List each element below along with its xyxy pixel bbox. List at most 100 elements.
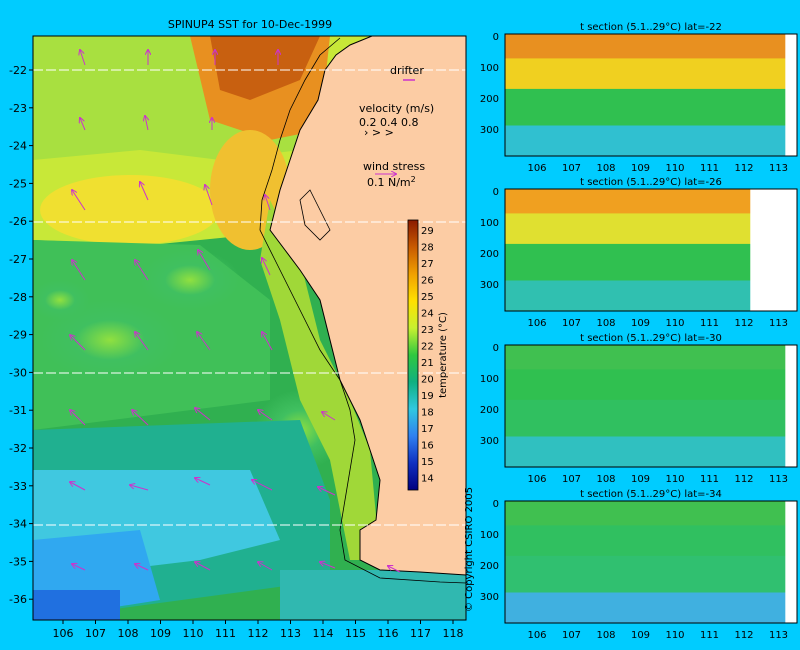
section-x-tick: 108 xyxy=(596,474,615,485)
drifter-label: drifter xyxy=(390,64,424,77)
section-x-tick: 111 xyxy=(700,630,719,641)
section-title: t section (5.1..29°C) lat=-22 xyxy=(580,22,722,33)
map-y-ticks: -22 -23 -24 -25 -26 -27 -28 -29 -30 -31 -32 -33 -34 -… xyxy=(9,64,33,606)
temperature-sections: t section (5.1..29°C) lat=-22 0 100 200 300 1… xyxy=(480,22,798,641)
wind-arrow xyxy=(135,260,149,281)
section-y-tick: 0 xyxy=(493,187,499,198)
wind-arrow xyxy=(318,487,336,496)
velocity-values: 0.2 0.4 0.8 xyxy=(359,116,418,129)
wind-arrow xyxy=(195,408,211,421)
wind-arrow xyxy=(70,335,86,351)
section-x-tick: 113 xyxy=(769,163,788,174)
map-y-tick: -34 xyxy=(9,518,27,531)
map-y-tick: -33 xyxy=(9,480,27,493)
colorbar-tick: 18 xyxy=(421,408,434,419)
colorbar-label: temperature (°C) xyxy=(438,312,449,398)
section-title: t section (5.1..29°C) lat=-26 xyxy=(580,177,722,188)
section-y-tick: 200 xyxy=(480,249,499,260)
section-x-tick: 109 xyxy=(631,163,650,174)
map-x-tick: 106 xyxy=(53,627,74,640)
map-x-tick: 115 xyxy=(345,627,366,640)
map-y-tick: -36 xyxy=(9,593,27,606)
map-x-tick: 111 xyxy=(215,627,236,640)
map-x-tick: 109 xyxy=(150,627,171,640)
map-y-tick: -30 xyxy=(9,366,27,379)
section-x-tick: 106 xyxy=(527,163,546,174)
section-title: t section (5.1..29°C) lat=-34 xyxy=(580,489,722,500)
map-y-tick: -23 xyxy=(9,102,27,115)
section-y-tick: 100 xyxy=(480,218,499,229)
colorbar: 29 28 27 26 25 24 23 22 21 20 19 18 17 16 15 14 tempera… xyxy=(407,219,449,491)
map-x-tick: 116 xyxy=(378,627,399,640)
colorbar-tick: 27 xyxy=(421,259,434,270)
section-x-tick: 106 xyxy=(527,474,546,485)
wind-value: 0.1 N/m2 xyxy=(367,175,416,189)
section-panel: t section (5.1..29°C) lat=-30 0 100 200 300 1… xyxy=(480,333,798,485)
wind-arrow xyxy=(195,478,211,486)
wind-arrow xyxy=(388,566,401,573)
section-y-tick: 0 xyxy=(493,343,499,354)
colorbar-tick: 29 xyxy=(421,226,434,237)
section-y-tick: 0 xyxy=(493,499,499,510)
section-x-tick: 109 xyxy=(631,474,650,485)
section-x-tick: 106 xyxy=(527,630,546,641)
map-x-tick: 108 xyxy=(118,627,139,640)
wind-arrow xyxy=(140,182,149,201)
wind-arrow xyxy=(262,332,273,351)
section-x-tick: 107 xyxy=(562,318,581,329)
section-x-tick: 110 xyxy=(665,630,684,641)
section-x-tick: 108 xyxy=(596,318,615,329)
wind-arrow xyxy=(72,190,86,211)
wind-title: wind stress xyxy=(363,160,425,173)
map-y-tick: -31 xyxy=(9,404,27,417)
wind-arrow xyxy=(252,480,273,491)
wind-arrow xyxy=(72,564,86,571)
map-y-tick: -29 xyxy=(9,329,27,342)
colorbar-tick: 20 xyxy=(421,375,434,386)
section-y-tick: 300 xyxy=(480,436,499,447)
colorbar-tick: 19 xyxy=(421,391,434,402)
wind-arrow xyxy=(205,185,213,206)
map-x-tick: 117 xyxy=(410,627,431,640)
section-x-tick: 112 xyxy=(734,630,753,641)
section-y-tick: 200 xyxy=(480,561,499,572)
section-x-tick: 109 xyxy=(631,630,650,641)
map-x-tick: 107 xyxy=(85,627,106,640)
section-y-tick: 0 xyxy=(493,32,499,43)
section-x-tick: 107 xyxy=(562,163,581,174)
section-y-tick: 100 xyxy=(480,530,499,541)
wind-arrow xyxy=(195,562,211,571)
section-panel: t section (5.1..29°C) lat=-34 0 100 200 300 1… xyxy=(480,489,798,641)
map-y-tick: -28 xyxy=(9,291,27,304)
section-y-tick: 100 xyxy=(480,374,499,385)
map-legend: drifter velocity (m/s) 0.2 0.4 0.8 › > >… xyxy=(359,64,434,189)
wind-arrow xyxy=(80,118,86,131)
wind-arrow xyxy=(130,485,149,491)
wind-arrow xyxy=(132,410,149,426)
map-x-ticks: 106 107 108 109 110 111 112 113 114 115 116 117 118 xyxy=(53,620,464,640)
section-x-tick: 111 xyxy=(700,163,719,174)
section-y-tick: 200 xyxy=(480,405,499,416)
wind-arrow xyxy=(262,258,271,276)
map-y-tick: -35 xyxy=(9,555,27,568)
section-x-tick: 107 xyxy=(562,630,581,641)
map-y-tick: -26 xyxy=(9,215,27,228)
map-y-tick: -27 xyxy=(9,253,27,266)
colorbar-tick: 21 xyxy=(421,358,434,369)
colorbar-tick: 14 xyxy=(421,474,434,485)
section-x-tick: 112 xyxy=(734,474,753,485)
sst-map xyxy=(30,35,467,620)
section-x-tick: 112 xyxy=(734,163,753,174)
wind-arrows xyxy=(70,50,401,573)
section-x-tick: 106 xyxy=(527,318,546,329)
colorbar-tick: 22 xyxy=(421,342,434,353)
colorbar-tick: 24 xyxy=(421,309,434,320)
wind-arrow xyxy=(70,410,86,426)
wind-arrow xyxy=(72,260,86,281)
wind-arrow xyxy=(258,562,273,571)
section-panel: t section (5.1..29°C) lat=-22 0 100 200 300 1… xyxy=(480,22,798,174)
section-x-tick: 107 xyxy=(562,474,581,485)
map-x-tick: 112 xyxy=(248,627,269,640)
section-x-tick: 108 xyxy=(596,163,615,174)
